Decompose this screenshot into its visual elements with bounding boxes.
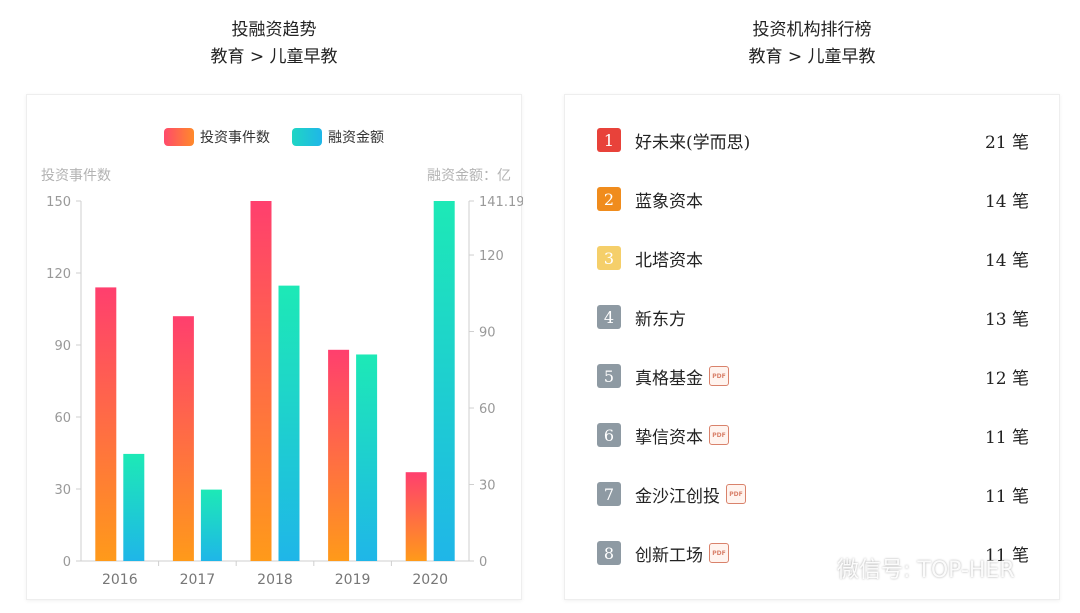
- y-left-tick-label: 60: [54, 411, 71, 426]
- institution-name[interactable]: 金沙江创投: [635, 486, 720, 507]
- rank-badge: 5: [597, 364, 621, 388]
- deal-count: 11 笔: [984, 486, 1029, 507]
- deal-count: 14 笔: [984, 250, 1029, 271]
- x-tick-label: 2020: [412, 572, 448, 588]
- trend-bar-chart: 0 30 60 90 120 150 0 30 60 90 120 141.19 2016 2017 201…: [46, 195, 523, 588]
- legend-item-events[interactable]: 投资事件数: [164, 127, 270, 147]
- y-axis-left-name: 投资事件数: [41, 168, 111, 184]
- rank-badge: 7: [597, 482, 621, 506]
- rank-badge: 4: [597, 305, 621, 329]
- y-left-tick-label: 90: [54, 339, 71, 354]
- institution-name[interactable]: 新东方: [635, 309, 686, 330]
- deal-count: 21 笔: [984, 132, 1029, 153]
- rank-badge: 2: [597, 187, 621, 211]
- rank-badge: 8: [597, 541, 621, 565]
- chart-bars: [95, 201, 455, 561]
- legend-item-amount[interactable]: 融资金额: [292, 127, 384, 147]
- institution-name[interactable]: 好未来(学而思): [635, 132, 751, 153]
- institution-name[interactable]: 创新工场: [635, 545, 703, 566]
- ranking-row[interactable]: 1 好未来(学而思) 21 笔: [597, 125, 1029, 155]
- bar-amount-2016[interactable]: [123, 453, 145, 561]
- deal-count: 11 笔: [984, 545, 1029, 566]
- ranking-row[interactable]: 4 新东方 13 笔: [597, 302, 1029, 332]
- legend-swatch-amount: [292, 128, 322, 146]
- bar-amount-2020[interactable]: [433, 201, 455, 561]
- trend-chart-card: 投资事件数 融资金额 投资事件数 融资金额：亿 0 30 60 90 120 150 0 30…: [26, 94, 523, 600]
- ranking-row[interactable]: 3 北塔资本 14 笔: [597, 243, 1029, 273]
- trend-subtitle: 教育 > 儿童早教: [210, 47, 338, 67]
- bar-events-2016[interactable]: [95, 287, 117, 561]
- y-left-tick-label: 120: [46, 267, 71, 282]
- deal-count: 12 笔: [984, 368, 1029, 389]
- y-left-tick-label: 0: [63, 555, 71, 570]
- ranking-row[interactable]: 2 蓝象资本 14 笔: [597, 184, 1029, 214]
- ranking-row[interactable]: 6 挚信资本 PDF 11 笔: [597, 420, 1029, 450]
- rank-badge: 3: [597, 246, 621, 270]
- x-tick-label: 2016: [102, 572, 138, 588]
- bar-amount-2018[interactable]: [278, 285, 300, 561]
- y-left-tick-label: 150: [46, 195, 71, 210]
- bar-amount-2017[interactable]: [200, 489, 222, 561]
- x-tick-label: 2019: [335, 572, 371, 588]
- bar-events-2017[interactable]: [172, 316, 194, 561]
- trend-title: 投融资趋势: [231, 20, 317, 40]
- ranking-subtitle: 教育 > 儿童早教: [748, 47, 876, 67]
- watermark: 微信号: TOP-HER: [795, 552, 1015, 584]
- bar-events-2018[interactable]: [250, 201, 272, 561]
- legend-swatch-events: [164, 128, 194, 146]
- institution-name[interactable]: 蓝象资本: [635, 191, 703, 212]
- pdf-icon[interactable]: PDF: [726, 484, 746, 504]
- institution-name[interactable]: 挚信资本: [635, 427, 703, 448]
- pdf-icon[interactable]: PDF: [709, 366, 729, 386]
- y-right-tick-label: 60: [479, 402, 496, 417]
- deal-count: 13 笔: [984, 309, 1029, 330]
- legend-label-events: 投资事件数: [200, 130, 270, 146]
- ranking-row[interactable]: 5 真格基金 PDF 12 笔: [597, 361, 1029, 391]
- pdf-icon[interactable]: PDF: [709, 425, 729, 445]
- y-right-tick-label: 120: [479, 249, 504, 264]
- ranking-row[interactable]: 8 创新工场 PDF 11 笔: [597, 538, 1029, 568]
- deal-count: 11 笔: [984, 427, 1029, 448]
- ranking-panel-title: 投资机构排行榜 教育 > 儿童早教: [564, 17, 1060, 71]
- wechat-icon: [796, 555, 830, 580]
- ranking-row[interactable]: 7 金沙江创投 PDF 11 笔: [597, 479, 1029, 509]
- ranking-card: 1 好未来(学而思) 21 笔 2 蓝象资本 14 笔 3 北塔资本 14 笔 4 新东方 13 笔 5…: [564, 94, 1060, 600]
- institution-name[interactable]: 真格基金: [635, 368, 703, 389]
- y-right-tick-label: 30: [479, 479, 496, 494]
- bar-amount-2019[interactable]: [356, 354, 378, 561]
- x-tick-label: 2017: [180, 572, 216, 588]
- y-left-tick-label: 30: [54, 483, 71, 498]
- deal-count: 14 笔: [984, 191, 1029, 212]
- trend-panel-title: 投融资趋势 教育 > 儿童早教: [26, 17, 522, 71]
- watermark-text: 微信号: TOP-HER: [837, 558, 1015, 583]
- bar-events-2019[interactable]: [328, 349, 350, 561]
- legend-label-amount: 融资金额: [328, 130, 384, 146]
- bar-events-2020[interactable]: [405, 472, 427, 561]
- ranking-title: 投资机构排行榜: [752, 20, 872, 40]
- y-right-tick-label: 90: [479, 326, 496, 341]
- rank-badge: 1: [597, 128, 621, 152]
- x-tick-label: 2018: [257, 572, 293, 588]
- chart-axes: 0 30 60 90 120 150 0 30 60 90 120 141.19 2016 2017 201…: [46, 195, 523, 588]
- y-right-tick-label: 0: [479, 555, 487, 570]
- institution-name[interactable]: 北塔资本: [635, 250, 703, 271]
- y-right-tick-label: 141.19: [479, 195, 523, 210]
- y-axis-right-name: 融资金额：亿: [427, 168, 511, 184]
- chart-legend: 投资事件数 融资金额: [27, 127, 521, 147]
- rank-badge: 6: [597, 423, 621, 447]
- pdf-icon[interactable]: PDF: [709, 543, 729, 563]
